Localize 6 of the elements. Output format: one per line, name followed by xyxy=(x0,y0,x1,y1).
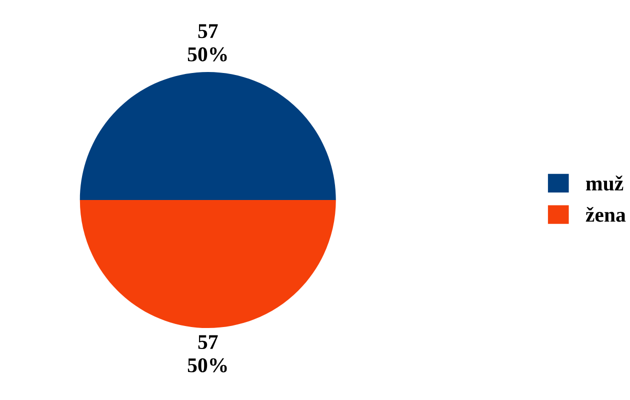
legend-label: žena xyxy=(586,206,626,222)
legend-label: muž xyxy=(586,176,624,191)
pie-slice xyxy=(80,72,336,200)
data-label: 57 50% xyxy=(188,24,227,62)
pie-slice xyxy=(80,200,336,328)
data-label: 57 50% xyxy=(188,335,227,372)
